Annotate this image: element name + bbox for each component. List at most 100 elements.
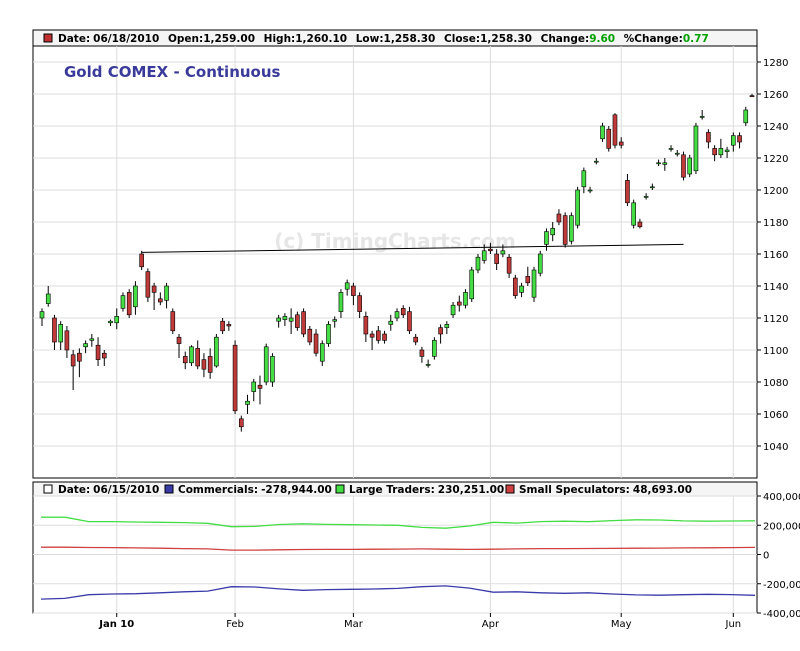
candle: [326, 321, 331, 347]
candle-body-up: [743, 109, 749, 124]
candle-body-down: [151, 285, 157, 293]
info-pct-change-label: %Change:: [624, 33, 683, 45]
candle-body-down: [238, 418, 244, 428]
candle: [220, 318, 225, 334]
candle: [182, 351, 188, 370]
candle: [413, 334, 418, 346]
candle-body-down: [307, 328, 313, 343]
candle: [531, 266, 537, 302]
candle-body-down: [363, 316, 369, 335]
candle-body-down: [101, 352, 107, 359]
candle-body-down: [637, 221, 643, 228]
candle: [344, 279, 350, 296]
candle: [214, 334, 219, 368]
price-tick-label: 1260: [763, 90, 788, 101]
candle: [133, 281, 138, 315]
candle-body-down: [369, 333, 375, 338]
candle: [637, 218, 643, 229]
candle: [463, 289, 468, 309]
price-tick-label: 1160: [763, 250, 788, 261]
candle: [743, 106, 749, 126]
candle: [668, 145, 674, 152]
candle: [606, 126, 612, 152]
candle-body-up: [600, 125, 605, 140]
candle-body-down: [606, 128, 612, 149]
candle-body-down: [301, 311, 306, 335]
candle: [556, 209, 562, 226]
candle: [158, 292, 163, 306]
candle: [332, 316, 338, 328]
candle: [525, 266, 531, 286]
candle: [126, 289, 132, 318]
candle-body-up: [537, 253, 543, 274]
price-grid: [33, 46, 757, 478]
candle: [488, 242, 493, 254]
candle-body-down: [525, 276, 531, 284]
candle: [687, 154, 693, 178]
price-tick-label: 1080: [763, 378, 788, 389]
cot-tick-label: -400,000: [763, 609, 800, 620]
candle: [407, 306, 412, 334]
candle-body-down: [351, 285, 356, 296]
candle: [718, 138, 724, 158]
candle: [562, 212, 568, 248]
candle-body-down: [562, 215, 568, 245]
candle: [263, 343, 269, 386]
candle: [58, 321, 63, 350]
cot-tick-label: -200,000: [763, 580, 800, 591]
candle: [506, 254, 512, 278]
candle: [537, 250, 543, 277]
candle-body-down: [77, 352, 82, 362]
candle-body-down: [64, 330, 70, 351]
candle-body-down: [618, 141, 624, 146]
candle: [444, 321, 450, 334]
candle: [139, 250, 144, 270]
candle-body-up: [251, 381, 257, 392]
candle: [481, 244, 487, 264]
candle: [581, 167, 587, 194]
candle-body-up: [282, 316, 288, 320]
candle: [469, 266, 475, 302]
candle: [656, 159, 661, 166]
candle: [313, 329, 319, 357]
candle-body-up: [481, 250, 487, 261]
candle-body-down: [681, 154, 686, 178]
cot-series-small-speculators: [41, 546, 756, 551]
candle-body-down: [226, 324, 232, 327]
candle: [295, 311, 300, 331]
candle-body-down: [295, 314, 300, 328]
candle: [195, 340, 201, 370]
candle-body-up: [89, 338, 95, 341]
candle-body-down: [488, 248, 493, 252]
candle: [737, 132, 742, 149]
candle: [201, 353, 207, 378]
candle-body-down: [556, 213, 562, 223]
candle: [456, 295, 462, 312]
cot-tick-label: 400,000: [763, 492, 800, 503]
info-close: 1,258.30: [480, 33, 532, 45]
candle: [643, 193, 649, 200]
candle: [120, 292, 126, 312]
candle: [45, 286, 51, 307]
candle: [513, 274, 518, 299]
candle: [145, 268, 151, 302]
candle-body-up: [650, 186, 655, 189]
candle-body-up: [214, 336, 219, 367]
candle-body-down: [145, 271, 151, 298]
candle-body-down: [126, 292, 132, 316]
candle: [363, 311, 369, 342]
info-pct-change: 0.77: [683, 33, 709, 45]
x-tick-label: Apr: [482, 619, 500, 630]
candle-body-up: [643, 196, 649, 198]
candle: [89, 334, 95, 347]
candle-body-down: [513, 277, 518, 296]
watermark: (c) TimingCharts.com: [274, 229, 516, 253]
candle-body-down: [438, 327, 443, 335]
candle-body-up: [656, 162, 661, 165]
candle-body-up: [319, 343, 325, 362]
candle-body-up: [662, 162, 668, 165]
candle: [52, 314, 57, 350]
candle: [724, 146, 730, 158]
candle: [288, 308, 294, 334]
